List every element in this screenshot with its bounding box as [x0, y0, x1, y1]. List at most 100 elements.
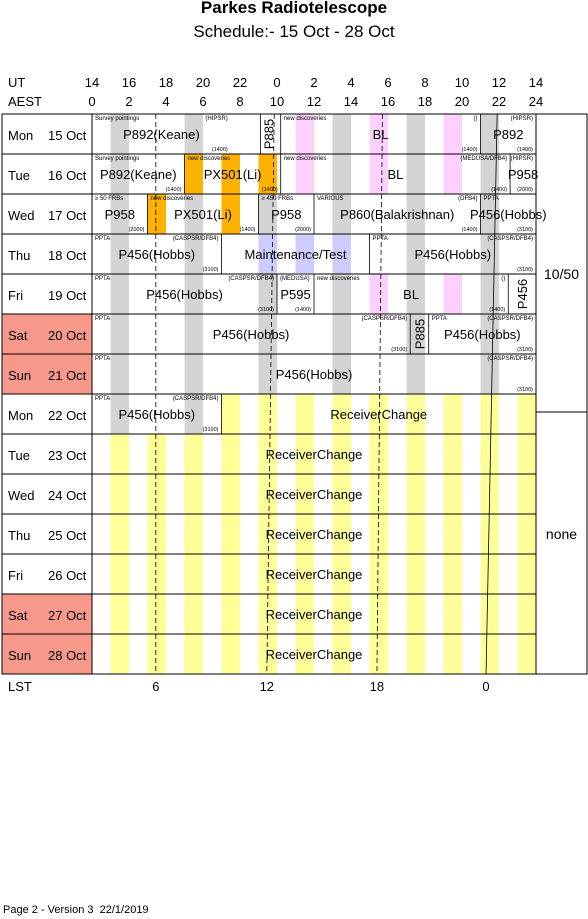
block-backend: new discoveries: [284, 156, 327, 162]
pink-bar: [443, 274, 462, 314]
orange-bar: [147, 194, 166, 234]
grey-bar: [332, 154, 351, 194]
block-frequency: (3100): [203, 427, 219, 433]
yellow-bar: [332, 514, 351, 554]
day-date: 28 Oct: [48, 648, 87, 663]
ut-tick: 0: [273, 75, 280, 90]
yellow-bar: [443, 634, 462, 674]
block-backend: ≥ 450 FRBs: [262, 196, 294, 202]
block-frequency: (2000): [517, 187, 533, 193]
lavender-bar: [332, 235, 351, 273]
grey-bar: [480, 114, 499, 154]
day-name: Sat: [8, 608, 28, 623]
block-backend: (CASPSR/DFB4): [487, 316, 533, 322]
ut-tick: 14: [529, 75, 543, 90]
block-backend: Survey pointings: [95, 116, 139, 122]
weekend-cell: [2, 634, 92, 674]
yellow-bar: [258, 434, 277, 474]
yellow-bar: [480, 554, 499, 594]
block-project-label: P860(Balakrishnan): [340, 207, 454, 222]
day-name: Sat: [8, 328, 28, 343]
block-frequency: (3100): [203, 267, 219, 273]
grey-bar: [406, 274, 425, 314]
block-project-label: BL: [387, 167, 403, 182]
block-backend: ≥ 50 FRBs: [95, 196, 123, 202]
block-project-label: P456(Hobbs): [118, 407, 195, 422]
day-date: 21 Oct: [48, 368, 87, 383]
pink-bar: [443, 114, 462, 154]
block-backend: (HIPSR): [511, 156, 533, 162]
pink-bar: [295, 154, 314, 194]
block-frequency: (3100): [258, 307, 274, 313]
yellow-bar: [147, 594, 166, 634]
yellow-bar: [406, 594, 425, 634]
grey-bar: [406, 234, 425, 274]
block-frequency: (1400): [212, 147, 228, 153]
lst-label: LST: [8, 679, 32, 694]
day-date: 15 Oct: [48, 128, 87, 143]
yellow-bar: [406, 634, 425, 674]
block-backend: (): [474, 116, 478, 122]
yellow-bar: [332, 394, 351, 434]
aest-tick: 12: [307, 94, 321, 109]
block-project-label: P892(Keane): [100, 167, 177, 182]
yellow-bar: [184, 634, 203, 674]
orange-bar: [221, 194, 240, 234]
grey-bar: [110, 354, 129, 394]
grey-bar: [332, 114, 351, 154]
block-project-label: PX501(Li): [204, 167, 262, 182]
block-backend: (CASPSR/DFB4): [487, 356, 533, 362]
block-backend: PPTA: [484, 196, 499, 202]
grey-bar: [258, 314, 277, 354]
grey-bar: [480, 274, 499, 314]
weekend-cell: [2, 594, 92, 634]
block-project-label: P456(Hobbs): [118, 247, 195, 262]
block-frequency: (2000): [129, 227, 145, 233]
grey-bar: [110, 394, 129, 434]
yellow-bar: [184, 474, 203, 514]
pink-bar: [295, 114, 314, 154]
yellow-bar: [110, 554, 129, 594]
day-date: 22 Oct: [48, 408, 87, 423]
yellow-bar: [295, 594, 314, 634]
day-name: Sun: [8, 648, 31, 663]
aest-label: AEST: [8, 94, 42, 109]
aest-tick: 22: [492, 94, 506, 109]
lst-tick: 6: [152, 679, 159, 694]
block-project-label: P456(Hobbs): [470, 207, 547, 222]
block-backend: PPTA: [95, 316, 110, 322]
yellow-bar: [295, 394, 314, 434]
block-frequency: (1400): [462, 147, 478, 153]
yellow-bar: [258, 634, 277, 674]
grey-bar: [184, 314, 203, 354]
block-project-label: ReceiverChange: [266, 487, 363, 502]
yellow-bar: [517, 554, 536, 594]
block-backend: new discoveries: [151, 196, 194, 202]
pink-bar: [369, 154, 388, 194]
yellow-bar: [147, 434, 166, 474]
grey-bar: [480, 154, 499, 194]
block-project-label: P958: [105, 207, 135, 222]
aest-tick: 2: [125, 94, 132, 109]
aest-tick: 4: [162, 94, 169, 109]
grey-bar: [184, 234, 203, 274]
yellow-bar: [295, 634, 314, 674]
block-backend: new discoveries: [317, 276, 360, 282]
day-name: Tue: [8, 448, 30, 463]
block-project-label: BL: [403, 287, 419, 302]
grey-bar: [406, 154, 425, 194]
grey-bar: [480, 314, 499, 354]
day-name: Mon: [8, 408, 33, 423]
block-backend: (CASPSR/DFB4): [173, 236, 219, 242]
block-project-label: BL: [373, 127, 389, 142]
day-date: 26 Oct: [48, 568, 87, 583]
aest-tick: 18: [418, 94, 432, 109]
yellow-bar: [110, 434, 129, 474]
block-frequency: (1400): [517, 147, 533, 153]
day-date: 19 Oct: [48, 288, 87, 303]
grey-bar: [184, 194, 203, 234]
block-frequency: (3100): [517, 347, 533, 353]
yellow-bar: [443, 474, 462, 514]
block-backend: (CASPSR/DFB4): [228, 276, 274, 282]
grey-bar: [110, 234, 129, 274]
